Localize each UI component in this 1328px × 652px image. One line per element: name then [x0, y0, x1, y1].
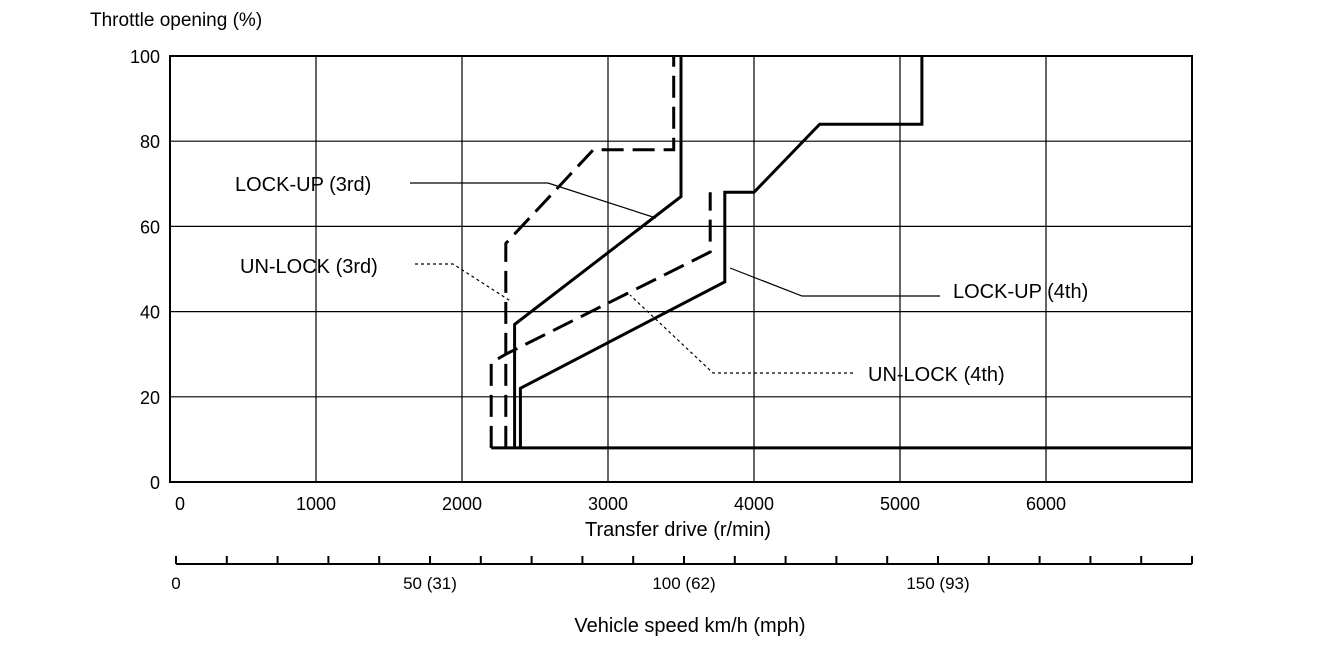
x-tick-label: 0 — [175, 494, 185, 514]
series-line-un-lock-4th — [489, 192, 712, 448]
speed-tick-label: 100 (62) — [652, 574, 715, 593]
speed-tick-label: 0 — [171, 574, 180, 593]
speed-tick-label: 150 (93) — [906, 574, 969, 593]
y-tick-label: 60 — [140, 217, 160, 237]
grid — [170, 56, 1192, 482]
label-unlock-4th: UN-LOCK (4th) — [868, 364, 1005, 386]
speed-axis-title: Vehicle speed km/h (mph) — [574, 615, 805, 637]
x-tick-label: 3000 — [588, 494, 628, 514]
y-tick-label: 80 — [140, 132, 160, 152]
x-tick-label: 4000 — [734, 494, 774, 514]
series-line-lock-up-3rd — [513, 56, 683, 448]
label-lockup-3rd: LOCK-UP (3rd) — [235, 174, 371, 196]
y-tick-label: 20 — [140, 388, 160, 408]
y-tick-labels: 0 20 40 60 80 100 — [130, 47, 160, 493]
series-layer — [489, 56, 1192, 450]
y-tick-label: 40 — [140, 303, 160, 323]
x-tick-labels: 0 1000 2000 3000 4000 5000 6000 — [175, 494, 1066, 514]
x-tick-label: 6000 — [1026, 494, 1066, 514]
series-line-un-lock-3rd — [504, 56, 676, 448]
annotation-leaders — [410, 182, 940, 374]
speed-axis: 0 50 (31) 100 (62) 150 (93) — [171, 556, 1193, 593]
x-tick-label: 2000 — [442, 494, 482, 514]
label-lockup-4th: LOCK-UP (4th) — [953, 281, 1088, 303]
leader-line — [629, 294, 853, 374]
leader-line — [410, 182, 657, 219]
y-tick-label: 0 — [150, 473, 160, 493]
y-axis-title: Throttle opening (%) — [90, 10, 262, 31]
x-tick-label: 5000 — [880, 494, 920, 514]
y-tick-label: 100 — [130, 47, 160, 67]
series-line-lock-up-4th — [491, 56, 1192, 450]
label-unlock-3rd: UN-LOCK (3rd) — [240, 256, 378, 278]
leader-line — [415, 263, 513, 303]
x-axis-title: Transfer drive (r/min) — [585, 519, 771, 541]
speed-tick-label: 50 (31) — [403, 574, 457, 593]
x-tick-label: 1000 — [296, 494, 336, 514]
leader-line — [729, 267, 940, 297]
